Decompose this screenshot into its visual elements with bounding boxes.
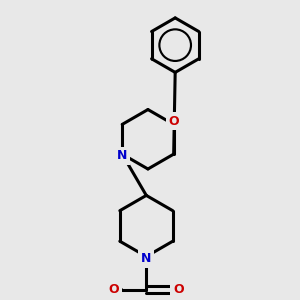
Text: N: N [117,149,128,162]
Text: O: O [173,283,184,296]
Text: N: N [141,253,152,266]
Text: O: O [168,115,179,128]
Text: O: O [109,283,119,296]
